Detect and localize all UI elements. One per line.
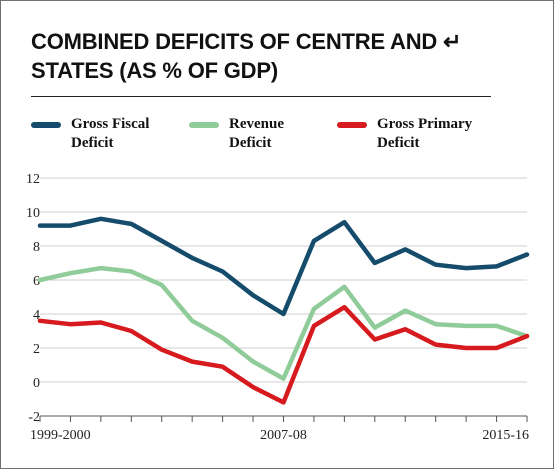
legend-label-line-1: Gross Primary [377, 116, 473, 132]
y-tick-label: 10 [26, 206, 40, 221]
y-tick-label: 6 [33, 274, 40, 289]
y-tick-label: 8 [33, 240, 40, 255]
y-tick-label: 0 [33, 376, 40, 391]
legend-swatch-revenue-deficit [189, 122, 219, 128]
legend-label-line-2: Deficit [377, 135, 420, 151]
chart-title-line-1: COMBINED DEFICITS OF CENTRE AND ↵ [31, 29, 462, 54]
legend-label-gross-fiscal-deficit: Gross Fiscal Deficit [71, 115, 201, 153]
chart-title-line-2: STATES (AS % OF GDP) [31, 58, 278, 83]
legend-label-revenue-deficit: Revenue Deficit [229, 115, 359, 153]
legend-label-line-2: Deficit [71, 135, 114, 151]
legend-label-gross-primary-deficit: Gross Primary Deficit [377, 115, 507, 153]
series-line-gross-fiscal-deficit [37, 216, 530, 317]
x-tick-label: 1999-2000 [30, 428, 91, 443]
legend-label-line-1: Revenue [229, 116, 284, 132]
legend-label-line-2: Deficit [229, 135, 272, 151]
series-line-gross-primary-deficit [37, 304, 530, 405]
series-line-revenue-deficit [37, 265, 530, 381]
y-tick-label: 4 [33, 308, 40, 323]
y-tick-label: -2 [28, 410, 40, 425]
y-tick-label: 12 [26, 172, 40, 187]
legend-swatch-gross-fiscal-deficit [31, 122, 61, 128]
title-divider [31, 96, 491, 97]
y-tick-label: 2 [33, 342, 40, 357]
chart-title: COMBINED DEFICITS OF CENTRE AND ↵ STATES… [31, 27, 501, 85]
x-tick-label: 2007-08 [260, 428, 307, 443]
legend-swatch-gross-primary-deficit [337, 122, 367, 128]
x-tick-label: 2015-16 [482, 428, 529, 443]
legend-label-line-1: Gross Fiscal [71, 116, 150, 132]
